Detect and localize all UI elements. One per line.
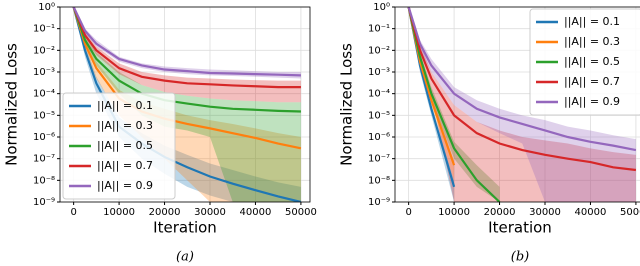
plot-frame [394, 6, 640, 203]
legend-label: ||A|| = 0.5 [97, 139, 153, 152]
y-tick-label: 10⁻¹ [33, 24, 55, 35]
y-tick-label: 10⁻⁷ [33, 154, 55, 165]
y-tick-label: 10⁻⁸ [368, 175, 390, 186]
band [73, 7, 301, 103]
plot-content [407, 7, 637, 202]
y-tick-label: 10⁻⁴ [33, 89, 55, 100]
x-tick-label: 50000 [620, 207, 640, 218]
x-tick-label: 20000 [484, 207, 516, 218]
x-tick-label: 20000 [149, 207, 181, 218]
line [72, 7, 301, 113]
plot-content [72, 7, 302, 202]
caption: (a) [176, 250, 194, 265]
legend-label: ||A|| = 0.9 [97, 179, 153, 192]
panel: 10⁻⁹ 10⁻⁸ 10⁻⁷ 10⁻⁶ 10⁻⁵ 10⁻⁴ 10⁻³ 10⁻² 10⁻¹ 10⁰ 0… [338, 2, 640, 265]
band [408, 7, 500, 202]
band [408, 7, 455, 181]
x-tick-label: 10000 [103, 207, 135, 218]
line [72, 7, 302, 150]
y-tick-label: 10⁻⁶ [368, 132, 390, 143]
x-axis-label: Iteration [153, 219, 217, 237]
legend-label: ||A|| = 0.3 [97, 119, 153, 132]
y-tick-label: 10⁻⁴ [368, 89, 390, 100]
y-tick-label: 10⁻³ [368, 67, 390, 78]
legend-box [529, 8, 640, 116]
y-tick-label: 10⁰ [373, 2, 390, 13]
y-tick-label: 10⁻⁶ [33, 132, 55, 143]
legend-label: ||A|| = 0.1 [564, 15, 620, 28]
line [407, 7, 637, 152]
x-tick-label: 30000 [529, 207, 561, 218]
y-axis-label: Normalized Loss [338, 43, 356, 166]
x-tick-label: 50000 [285, 207, 317, 218]
legend-box [62, 92, 176, 200]
x-tick-label: 40000 [575, 207, 607, 218]
y-tick-label: 10⁻³ [33, 67, 55, 78]
y-tick-label: 10⁻¹ [368, 24, 390, 35]
x-tick-label: 0 [70, 207, 76, 218]
line [72, 7, 301, 77]
y-tick-label: 10⁻⁵ [368, 110, 390, 121]
line [407, 7, 501, 202]
band [408, 7, 455, 202]
y-tick-label: 10⁻⁹ [33, 197, 55, 208]
band [408, 7, 636, 202]
band [73, 7, 301, 202]
y-tick-label: 10⁻² [33, 45, 55, 56]
x-tick-label: 40000 [240, 207, 272, 218]
x-axis-label: Iteration [488, 219, 552, 237]
legend-label: ||A|| = 0.5 [564, 55, 620, 68]
y-tick-label: 10⁻⁷ [368, 154, 390, 165]
band [73, 7, 301, 79]
x-tick-label: 0 [405, 207, 411, 218]
legend-label: ||A|| = 0.9 [564, 95, 620, 108]
band [73, 7, 301, 202]
panel: 10⁻⁹ 10⁻⁸ 10⁻⁷ 10⁻⁶ 10⁻⁵ 10⁻⁴ 10⁻³ 10⁻² 10⁻¹ 10⁰ 0… [3, 2, 317, 265]
line [72, 7, 301, 89]
legend-label: ||A|| = 0.7 [564, 75, 620, 88]
legend-label: ||A|| = 0.3 [564, 35, 620, 48]
band [408, 7, 636, 202]
line [407, 7, 637, 172]
y-tick-label: 10⁰ [38, 2, 55, 13]
x-tick-label: 30000 [194, 207, 226, 218]
x-tick-label: 10000 [438, 207, 470, 218]
legend-label: ||A|| = 0.1 [97, 99, 153, 112]
y-tick-label: 10⁻² [368, 45, 390, 56]
plot-frame [59, 6, 311, 203]
caption: (b) [511, 250, 529, 265]
legend-label: ||A|| = 0.7 [97, 159, 153, 172]
y-tick-label: 10⁻⁸ [33, 175, 55, 186]
y-tick-label: 10⁻⁹ [368, 197, 390, 208]
line [72, 7, 302, 202]
y-axis-label: Normalized Loss [3, 43, 21, 166]
y-tick-label: 10⁻⁵ [33, 110, 55, 121]
